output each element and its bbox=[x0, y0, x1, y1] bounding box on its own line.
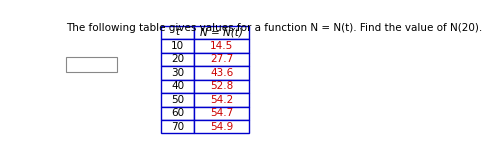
Bar bbox=[161, 53, 194, 66]
Bar bbox=[194, 66, 249, 80]
Text: 54.7: 54.7 bbox=[210, 108, 233, 118]
Bar bbox=[161, 39, 194, 53]
Bar bbox=[66, 57, 117, 72]
Bar bbox=[161, 26, 194, 39]
Text: 10: 10 bbox=[171, 41, 184, 51]
Bar bbox=[161, 120, 194, 133]
Bar bbox=[194, 39, 249, 53]
Bar bbox=[161, 66, 194, 80]
Text: N = N(t): N = N(t) bbox=[200, 27, 243, 37]
Bar bbox=[161, 106, 194, 120]
Bar bbox=[194, 106, 249, 120]
Bar bbox=[194, 93, 249, 106]
Text: 54.9: 54.9 bbox=[210, 122, 233, 132]
Bar bbox=[194, 26, 249, 39]
Bar bbox=[194, 120, 249, 133]
Text: 52.8: 52.8 bbox=[210, 81, 233, 91]
Text: 60: 60 bbox=[171, 108, 184, 118]
Bar bbox=[161, 80, 194, 93]
Text: 20: 20 bbox=[171, 54, 184, 64]
Text: t: t bbox=[175, 27, 180, 37]
Bar bbox=[194, 53, 249, 66]
Bar bbox=[161, 93, 194, 106]
Text: 30: 30 bbox=[171, 68, 184, 78]
Text: 14.5: 14.5 bbox=[210, 41, 233, 51]
Text: 27.7: 27.7 bbox=[210, 54, 233, 64]
Text: 70: 70 bbox=[171, 122, 184, 132]
Text: 54.2: 54.2 bbox=[210, 95, 233, 105]
Text: 40: 40 bbox=[171, 81, 184, 91]
Text: 50: 50 bbox=[171, 95, 184, 105]
Bar bbox=[194, 80, 249, 93]
Text: The following table gives values for a function N = N(t). Find the value of N(20: The following table gives values for a f… bbox=[66, 23, 482, 33]
Text: 43.6: 43.6 bbox=[210, 68, 233, 78]
